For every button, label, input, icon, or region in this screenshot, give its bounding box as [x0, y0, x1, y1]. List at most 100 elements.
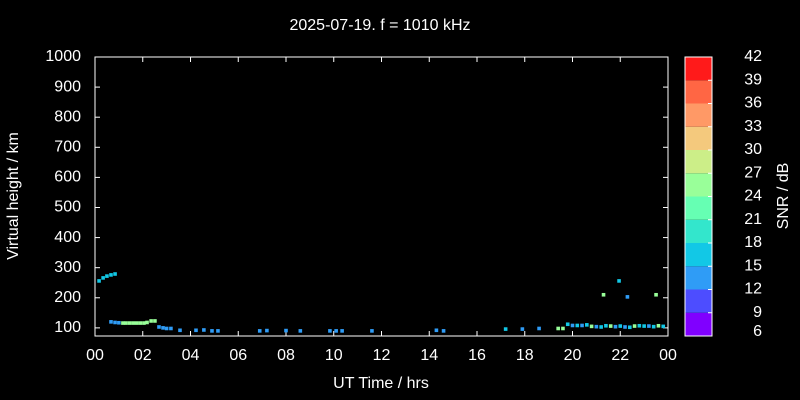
- colorbar-tick-label: 30: [744, 141, 762, 158]
- point: [608, 324, 613, 328]
- point: [127, 321, 132, 325]
- point: [654, 292, 658, 297]
- colorbar-tick-label: 18: [744, 234, 762, 251]
- point: [618, 324, 623, 328]
- colorbar-tick-label: 39: [744, 71, 762, 88]
- point: [585, 323, 589, 327]
- point: [257, 329, 262, 333]
- colorbar-band: [685, 312, 712, 336]
- plot-frame: [94, 56, 669, 337]
- point: [109, 320, 113, 324]
- x-tick-label: 12: [373, 347, 391, 364]
- point: [178, 328, 182, 333]
- y-tick-label: 900: [54, 78, 81, 95]
- colorbar-band: [685, 80, 712, 104]
- colorbar-tick-label: 27: [744, 164, 762, 181]
- colorbar-tick-label: 21: [744, 211, 762, 228]
- colorbar-tick-label: 42: [744, 48, 762, 65]
- point: [161, 326, 165, 330]
- colorbar-band: [685, 243, 712, 267]
- point: [575, 323, 580, 328]
- y-tick-label: 500: [54, 199, 81, 216]
- colorbar-tick-label: 36: [744, 95, 762, 112]
- point: [623, 325, 627, 329]
- point: [441, 329, 446, 333]
- point: [284, 328, 288, 333]
- point: [520, 327, 525, 331]
- point: [340, 329, 344, 333]
- point: [334, 329, 338, 333]
- point: [202, 328, 206, 332]
- point: [642, 324, 646, 328]
- point: [599, 325, 603, 329]
- point: [434, 328, 439, 333]
- point: [661, 324, 666, 329]
- y-tick-label: 300: [54, 259, 81, 276]
- point: [169, 326, 173, 331]
- point: [537, 326, 541, 331]
- point: [149, 319, 153, 323]
- colorbar-band: [685, 266, 712, 290]
- point: [131, 321, 135, 325]
- x-tick-label: 22: [611, 347, 629, 364]
- point: [121, 321, 125, 325]
- point: [589, 324, 594, 329]
- point: [503, 327, 508, 331]
- colorbar-band: [685, 219, 712, 243]
- x-tick-label: 06: [229, 347, 247, 364]
- colorbar-tick-label: 15: [744, 257, 762, 274]
- y-axis-label: Virtual height / km: [5, 132, 22, 260]
- point: [138, 321, 143, 325]
- point: [265, 328, 269, 333]
- point: [637, 323, 642, 328]
- x-axis-label: UT Time / hrs: [333, 375, 429, 392]
- point: [570, 323, 575, 328]
- colorbar-label: SNR / dB: [775, 163, 792, 230]
- point: [580, 323, 584, 328]
- point: [164, 326, 169, 331]
- point: [194, 328, 198, 333]
- point: [109, 273, 113, 277]
- colorbar-tick-label: 33: [744, 118, 762, 135]
- colorbar-band: [685, 173, 712, 197]
- y-tick-label: 400: [54, 229, 81, 246]
- x-tick-label: 16: [468, 347, 486, 364]
- point: [101, 276, 105, 280]
- point: [594, 324, 599, 329]
- point: [328, 329, 332, 333]
- point: [656, 323, 661, 328]
- colorbar-tick-label: 9: [753, 304, 762, 321]
- point: [565, 322, 570, 327]
- point: [613, 324, 618, 329]
- y-tick-label: 700: [54, 139, 81, 156]
- point: [124, 321, 128, 325]
- y-tick-label: 800: [54, 108, 81, 125]
- x-tick-label: 20: [564, 347, 582, 364]
- point: [210, 329, 214, 333]
- x-tick-label: 10: [325, 347, 343, 364]
- point: [105, 274, 109, 278]
- point: [556, 326, 560, 331]
- x-tick-label: 14: [420, 347, 438, 364]
- point: [97, 279, 101, 283]
- point: [617, 279, 621, 283]
- y-tick-label: 600: [54, 169, 81, 186]
- point: [601, 292, 606, 297]
- x-tick-label: 18: [516, 347, 534, 364]
- colorbar-band: [685, 126, 712, 150]
- point: [157, 325, 161, 329]
- point: [145, 320, 149, 325]
- x-tick-label: 02: [134, 347, 152, 364]
- point: [298, 329, 303, 333]
- point: [632, 324, 637, 328]
- colorbar-band: [685, 57, 712, 81]
- point: [134, 321, 139, 325]
- colorbar-band: [685, 103, 712, 127]
- point: [113, 272, 117, 276]
- x-tick-label: 00: [86, 347, 104, 364]
- point: [625, 295, 630, 299]
- x-tick-label: 08: [277, 347, 295, 364]
- point: [370, 329, 374, 333]
- colorbar-tick-label: 24: [744, 188, 762, 205]
